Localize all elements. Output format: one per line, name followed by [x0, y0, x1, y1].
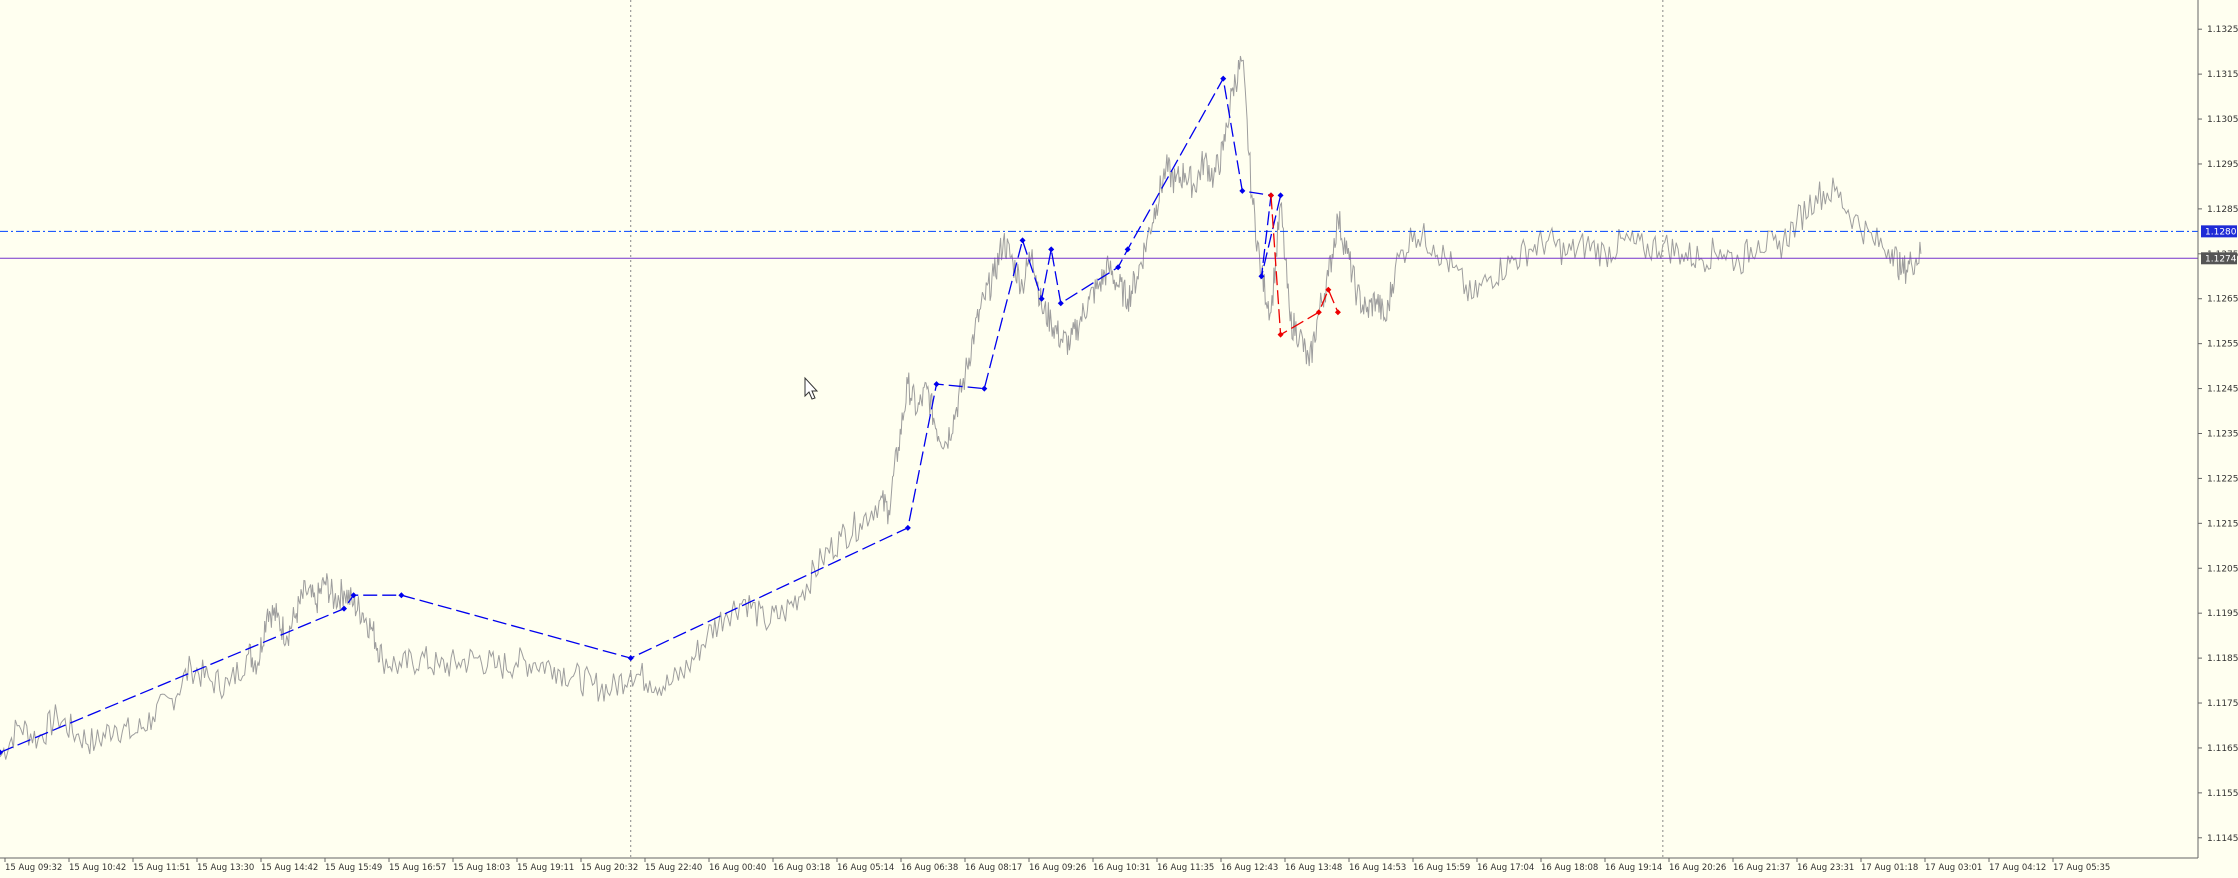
blue-pattern-point-10[interactable] [1048, 246, 1055, 253]
x-tick-label: 16 Aug 10:31 [1093, 863, 1150, 873]
x-tick-label: 17 Aug 04:12 [1989, 863, 2046, 873]
x-tick-label: 16 Aug 03:18 [773, 863, 830, 873]
x-tick-label: 16 Aug 00:40 [709, 863, 766, 873]
y-tick-label: 1.1285 [2207, 205, 2238, 215]
price-series [0, 55, 1922, 760]
x-tick-label: 16 Aug 18:08 [1541, 863, 1598, 873]
y-tick-label: 1.1195 [2207, 609, 2238, 619]
y-tick-label: 1.1325 [2207, 25, 2238, 35]
blue-pattern-point-17[interactable] [1258, 273, 1265, 280]
blue-pattern-point-8[interactable] [1019, 237, 1026, 244]
x-tick-label: 16 Aug 11:35 [1157, 863, 1214, 873]
x-tick-label: 16 Aug 14:53 [1349, 863, 1406, 873]
x-tick-label: 15 Aug 20:32 [581, 863, 638, 873]
y-tick-label: 1.1205 [2207, 564, 2238, 574]
price-line [0, 55, 1922, 760]
y-tick-label: 1.1225 [2207, 474, 2238, 484]
blue-pattern-point-6[interactable] [933, 381, 940, 388]
blue-pattern-point-9[interactable] [1038, 295, 1045, 302]
blue-pattern-point-2[interactable] [350, 592, 357, 599]
y-tick-label: 1.1315 [2207, 70, 2238, 80]
x-tick-label: 16 Aug 15:59 [1413, 863, 1470, 873]
x-tick-label: 16 Aug 17:04 [1477, 863, 1534, 873]
x-tick-label: 17 Aug 05:35 [2053, 863, 2110, 873]
x-tick-label: 15 Aug 15:49 [325, 863, 382, 873]
x-tick-label: 15 Aug 10:42 [69, 863, 126, 873]
y-tick-label: 1.1145 [2207, 834, 2238, 844]
blue-pattern-point-3[interactable] [398, 592, 405, 599]
x-tick-label: 16 Aug 23:31 [1797, 863, 1854, 873]
blue-pattern-point-5[interactable] [904, 524, 911, 531]
y-tick-label: 1.1215 [2207, 519, 2238, 529]
blue-pattern-point-11[interactable] [1057, 300, 1064, 307]
pattern-lines[interactable] [0, 75, 1341, 756]
red-pattern-point-4[interactable] [1334, 309, 1341, 316]
period-separators [630, 0, 1664, 858]
x-tick-label: 16 Aug 09:26 [1029, 863, 1086, 873]
y-tick-label: 1.1185 [2207, 654, 2238, 664]
blue-pattern-point-14[interactable] [1220, 75, 1227, 82]
red-pattern-point-3[interactable] [1325, 286, 1332, 293]
label-1280-text: 1.1280 [2205, 227, 2237, 237]
horizontal-lines[interactable] [0, 230, 2198, 259]
x-tick-label: 16 Aug 13:48 [1285, 863, 1342, 873]
blue-pattern-point-0[interactable] [0, 749, 3, 756]
blue-pattern-point-12[interactable] [1115, 264, 1122, 271]
red-pattern-point-2[interactable] [1315, 309, 1322, 316]
x-tick-label: 17 Aug 03:01 [1925, 863, 1982, 873]
x-tick-label: 16 Aug 12:43 [1221, 863, 1278, 873]
label-1280-box [2201, 225, 2237, 238]
y-tick-label: 1.1295 [2207, 160, 2238, 170]
blue-pattern-point-18[interactable] [1277, 192, 1284, 199]
x-tick-label: 16 Aug 19:14 [1605, 863, 1662, 873]
x-tick-label: 15 Aug 14:42 [261, 863, 318, 873]
x-tick-label: 16 Aug 06:38 [901, 863, 958, 873]
blue-pattern-point-13[interactable] [1124, 246, 1131, 253]
x-tick-label: 16 Aug 21:37 [1733, 863, 1790, 873]
blue-pattern-point-15[interactable] [1239, 187, 1246, 194]
y-tick-label: 1.1235 [2207, 429, 2238, 439]
blue-pattern-point-7[interactable] [981, 385, 988, 392]
x-tick-label: 15 Aug 16:57 [389, 863, 446, 873]
x-tick-label: 15 Aug 19:11 [517, 863, 574, 873]
x-tick-label: 15 Aug 09:32 [5, 863, 62, 873]
y-tick-label: 1.1155 [2207, 789, 2238, 799]
x-tick-label: 15 Aug 11:51 [133, 863, 190, 873]
x-tick-label: 15 Aug 22:40 [645, 863, 702, 873]
x-tick-label: 15 Aug 13:30 [197, 863, 254, 873]
x-tick-label: 16 Aug 08:17 [965, 863, 1022, 873]
x-tick-label: 16 Aug 05:14 [837, 863, 894, 873]
red-pattern-point-1[interactable] [1277, 331, 1284, 338]
y-tick-label: 1.1265 [2207, 295, 2238, 305]
y-tick-label: 1.1175 [2207, 699, 2238, 709]
y-tick-label: 1.1165 [2207, 744, 2238, 754]
y-tick-label: 1.1245 [2207, 385, 2238, 395]
blue-pattern-point-1[interactable] [341, 605, 348, 612]
x-tick-label: 16 Aug 20:26 [1669, 863, 1726, 873]
y-tick-label: 1.1255 [2207, 340, 2238, 350]
label-1274-text: 1.1274 [2205, 254, 2237, 264]
red-pattern-point-0[interactable] [1268, 192, 1275, 199]
y-tick-label: 1.1305 [2207, 115, 2238, 125]
label-1274-box [2201, 252, 2237, 265]
x-tick-label: 15 Aug 18:03 [453, 863, 510, 873]
blue-pattern-point-4[interactable] [627, 655, 634, 662]
mouse-cursor-icon [804, 376, 819, 400]
x-tick-label: 17 Aug 01:18 [1861, 863, 1918, 873]
